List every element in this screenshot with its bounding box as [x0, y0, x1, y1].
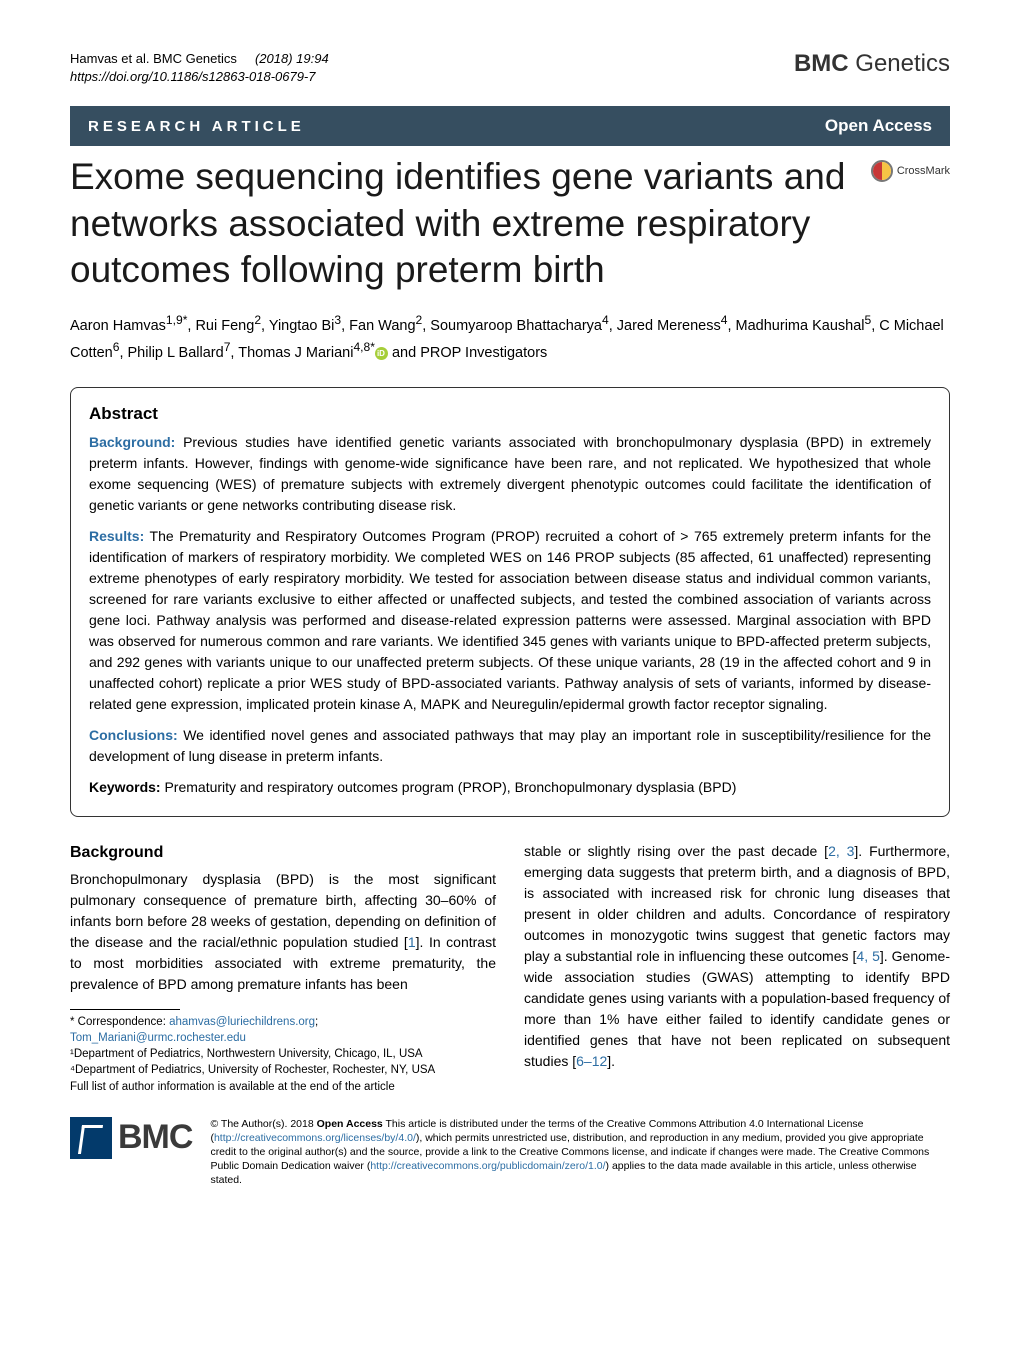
background-heading: Background: [70, 841, 496, 865]
license-text: © The Author(s). 2018 Open Access This a…: [210, 1117, 950, 1188]
footnote-rule: [70, 1009, 180, 1010]
citation-year-vol: (2018) 19:94: [255, 51, 329, 66]
abstract-conclusions-text: We identified novel genes and associated…: [89, 727, 931, 764]
full-author-list-note: Full list of author information is avail…: [70, 1081, 395, 1093]
journal-prefix: BMC: [794, 50, 849, 77]
footnotes: * Correspondence: ahamvas@luriechildrens…: [70, 1014, 496, 1094]
authors-list: Aaron Hamvas1,9*, Rui Feng2, Yingtao Bi3…: [70, 311, 950, 365]
keywords-text: Prematurity and respiratory outcomes pro…: [164, 779, 736, 795]
abstract-conclusions: Conclusions: We identified novel genes a…: [89, 725, 931, 767]
journal-brand: BMC Genetics: [794, 50, 950, 78]
crossmark-badge[interactable]: CrossMark: [871, 160, 950, 182]
left-column: Background Bronchopulmonary dysplasia (B…: [70, 841, 496, 1094]
correspondence-label: * Correspondence:: [70, 1016, 166, 1028]
abstract-conclusions-label: Conclusions:: [89, 727, 178, 743]
correspondence-email-1[interactable]: ahamvas@luriechildrens.org: [169, 1016, 315, 1028]
article-title: Exome sequencing identifies gene variant…: [70, 154, 861, 293]
article-type-label: RESEARCH ARTICLE: [88, 118, 305, 135]
affiliation-1: ¹Department of Pediatrics, Northwestern …: [70, 1048, 423, 1060]
article-type-bar: RESEARCH ARTICLE Open Access: [70, 106, 950, 146]
right-column: stable or slightly rising over the past …: [524, 841, 950, 1094]
abstract-heading: Abstract: [89, 404, 931, 424]
keywords-label: Keywords:: [89, 779, 161, 795]
bmc-logo-icon: [70, 1117, 112, 1159]
bmc-logo-text: BMC: [118, 1118, 192, 1157]
abstract-background: Background: Previous studies have identi…: [89, 432, 931, 516]
doi: https://doi.org/10.1186/s12863-018-0679-…: [70, 69, 316, 84]
abstract-keywords: Keywords: Prematurity and respiratory ou…: [89, 777, 931, 798]
abstract-box: Abstract Background: Previous studies ha…: [70, 387, 950, 817]
journal-name: Genetics: [855, 50, 950, 77]
citation-block: Hamvas et al. BMC Genetics (2018) 19:94 …: [70, 50, 329, 86]
abstract-results: Results: The Prematurity and Respiratory…: [89, 526, 931, 715]
body-columns: Background Bronchopulmonary dysplasia (B…: [70, 841, 950, 1094]
citation-authors: Hamvas et al. BMC Genetics: [70, 51, 237, 66]
abstract-results-text: The Prematurity and Respiratory Outcomes…: [89, 528, 931, 712]
background-col1: Bronchopulmonary dysplasia (BPD) is the …: [70, 871, 496, 992]
bmc-logo: BMC: [70, 1117, 192, 1159]
correspondence-email-2[interactable]: Tom_Mariani@urmc.rochester.edu: [70, 1032, 246, 1044]
abstract-results-label: Results:: [89, 528, 144, 544]
open-access-label: Open Access: [825, 116, 932, 136]
background-col2: stable or slightly rising over the past …: [524, 843, 950, 1069]
abstract-background-label: Background:: [89, 434, 175, 450]
license-bar: BMC © The Author(s). 2018 Open Access Th…: [70, 1117, 950, 1188]
affiliation-4: ⁴Department of Pediatrics, University of…: [70, 1064, 435, 1076]
crossmark-icon: [871, 160, 893, 182]
crossmark-label: CrossMark: [897, 165, 950, 177]
abstract-background-text: Previous studies have identified genetic…: [89, 434, 931, 513]
